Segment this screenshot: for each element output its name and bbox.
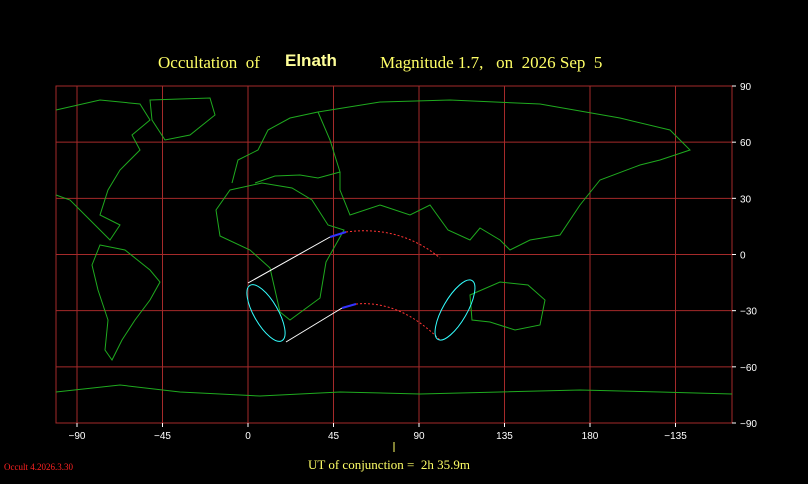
rise-set-limit [434, 279, 476, 341]
antarctica [55, 384, 733, 397]
south-america [91, 244, 161, 361]
star-name: Elnath [285, 51, 337, 70]
lon-tick-label: 90 [413, 431, 425, 442]
lon-tick-label: 0 [245, 431, 251, 442]
greenland [149, 97, 216, 141]
lat-tick-label: −30 [740, 307, 757, 318]
north-limit-daylight [329, 231, 347, 238]
version: Occult 4.2026.3.30 [4, 462, 73, 472]
lat-tick-label: 60 [740, 138, 752, 149]
lon-tick-label: 45 [328, 431, 340, 442]
lat-tick-label: −60 [740, 363, 757, 374]
lon-tick-label: 135 [496, 431, 513, 442]
north-limit-below-horizon [345, 230, 441, 259]
australia [469, 281, 546, 331]
title-details: Magnitude 1.7, on 2026 Sep 5 [380, 53, 602, 72]
title-prefix: Occultation of [158, 53, 260, 72]
graticule [56, 85, 732, 424]
conjunction-time: UT of conjunction = 2h 35.9m [308, 457, 470, 472]
north-america [55, 99, 151, 241]
lon-tick-label: −45 [154, 431, 171, 442]
occultation-paths [246, 230, 476, 343]
south-limit [285, 307, 343, 343]
lat-tick-label: 30 [740, 194, 752, 205]
lat-tick-label: 0 [740, 251, 746, 262]
lat-tick-label: 90 [740, 82, 752, 93]
asia [317, 99, 691, 251]
africa [215, 182, 345, 321]
coastlines [55, 97, 733, 397]
south-limit-daylight [341, 303, 357, 309]
south-limit-below-horizon [355, 303, 441, 341]
lon-tick-label: 180 [582, 431, 599, 442]
lon-tick-label: −135 [664, 431, 687, 442]
rise-set-limit [246, 284, 286, 342]
north-limit [247, 236, 331, 284]
lat-tick-label: −90 [740, 419, 757, 430]
lon-tick-label: −90 [69, 431, 86, 442]
europe [231, 111, 341, 184]
